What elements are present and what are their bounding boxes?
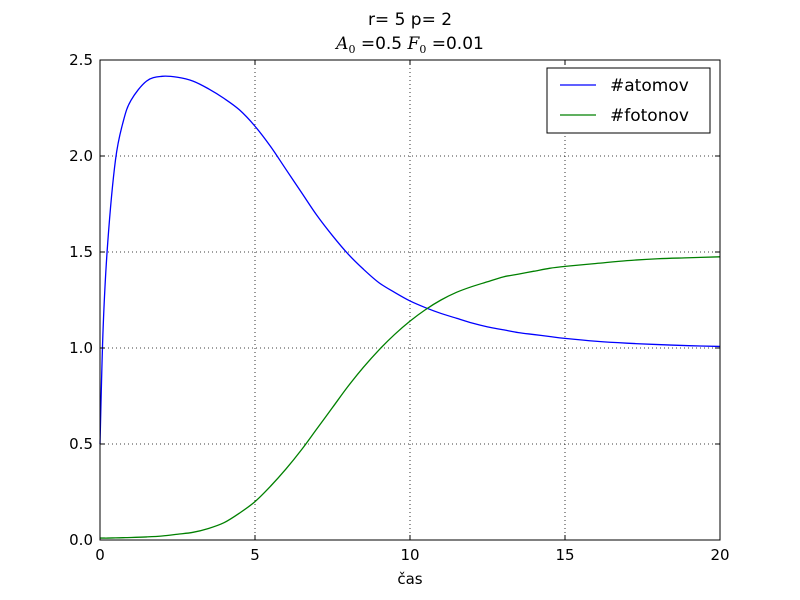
x-tick-label: 20 [710,546,729,564]
legend: #atomov #fotonov [546,67,711,134]
x-tick-label: 5 [250,546,260,564]
series-line-atomov [99,75,721,445]
x-axis-label: čas [397,570,422,588]
x-tick-label: 15 [555,546,574,564]
ticks: 0 5 10 15 20 0.0 0.5 1.0 1.5 2.0 2.5 [69,51,729,564]
y-tick-label: 2.0 [69,147,93,165]
y-tick-label: 0.5 [69,435,93,453]
chart-title: r= 5 p= 2 [368,10,452,30]
y-tick-label: 1.5 [69,243,93,261]
y-tick-label: 2.5 [69,51,93,69]
subtitle-a-value: =0.5 [355,34,407,54]
x-tick-label: 10 [400,546,419,564]
legend-box [546,67,711,134]
series-layer [99,75,721,539]
subtitle-f-subscript: 0 [419,43,426,56]
x-tick-label: 0 [95,546,105,564]
legend-label-atomov: #atomov [610,76,689,96]
subtitle-f-symbol: F [407,34,421,54]
subtitle-a-subscript: 0 [348,43,355,56]
subtitle-f-value: =0.01 [426,34,484,54]
y-tick-label: 0.0 [69,531,93,549]
series-line-fotonov [100,256,721,539]
legend-label-fotonov: #fotonov [610,106,689,126]
subtitle-a-symbol: A [334,34,348,54]
chart-subtitle: A0 =0.5 F0 =0.01 [334,34,484,56]
y-tick-label: 1.0 [69,339,93,357]
